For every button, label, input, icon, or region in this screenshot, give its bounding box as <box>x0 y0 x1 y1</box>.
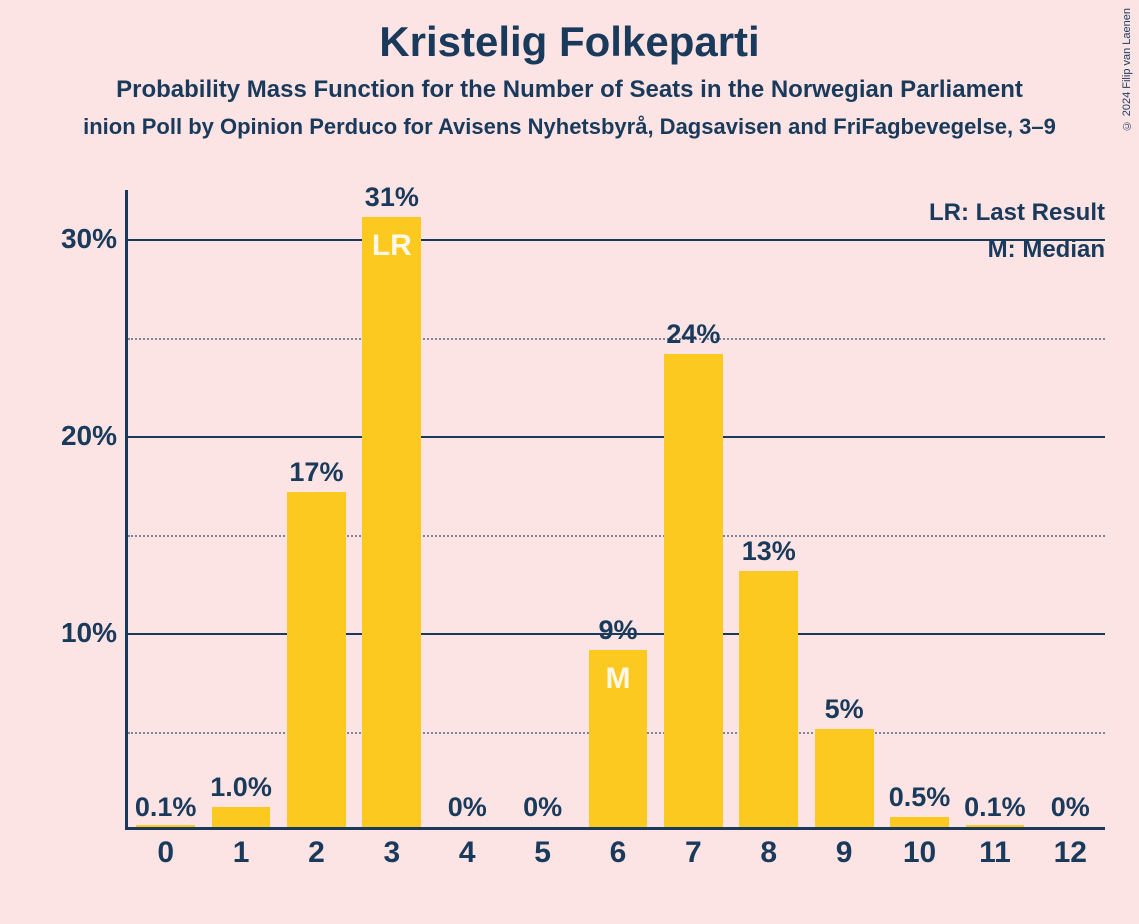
plot-region: LR: Last Result M: Median 10%20%30%0.1%0… <box>125 190 1105 830</box>
bar-value-label: 5% <box>825 694 864 729</box>
copyright-text: © 2024 Filip van Laenen <box>1121 8 1133 131</box>
grid-major <box>128 239 1105 241</box>
y-tick-label: 30% <box>61 223 117 255</box>
x-tick-label: 11 <box>979 836 1011 870</box>
x-tick-label: 3 <box>384 836 401 870</box>
x-tick-label: 9 <box>836 836 853 870</box>
legend-m: M: Median <box>929 231 1105 268</box>
bar-inner-label: M <box>605 662 630 696</box>
chart-subtitle-source: inion Poll by Opinion Perduco for Avisen… <box>0 104 1139 140</box>
bar-inner-label: LR <box>372 229 412 263</box>
x-tick-label: 7 <box>685 836 702 870</box>
chart-title: Kristelig Folkeparti <box>0 0 1139 66</box>
bar: 5% <box>815 729 874 827</box>
bar-value-label: 1.0% <box>210 772 272 807</box>
bar-value-label: 9% <box>598 615 637 650</box>
bar-value-label: 24% <box>666 319 720 354</box>
bar: 13% <box>739 571 798 827</box>
bar: 0.5% <box>890 817 949 827</box>
bar-value-label: 0.5% <box>889 782 951 817</box>
y-tick-label: 20% <box>61 420 117 452</box>
chart-subtitle: Probability Mass Function for the Number… <box>0 66 1139 104</box>
bar: 24% <box>664 354 723 827</box>
chart-area: LR: Last Result M: Median 10%20%30%0.1%0… <box>30 190 1120 890</box>
grid-minor <box>128 338 1105 340</box>
grid-major <box>128 436 1105 438</box>
grid-minor <box>128 535 1105 537</box>
bar-value-label: 13% <box>742 536 796 571</box>
x-tick-label: 10 <box>903 836 936 870</box>
x-tick-label: 1 <box>233 836 250 870</box>
x-tick-label: 8 <box>760 836 777 870</box>
bar: 0.1% <box>966 825 1025 827</box>
bar: 0.1% <box>136 825 195 827</box>
x-tick-label: 6 <box>610 836 627 870</box>
x-tick-label: 5 <box>534 836 551 870</box>
bar: 1.0% <box>212 807 271 827</box>
legend-lr: LR: Last Result <box>929 194 1105 231</box>
bar: 9%M <box>589 650 648 827</box>
bar: 31%LR <box>362 217 421 827</box>
bar-value-label: 0.1% <box>135 792 197 827</box>
bar-value-label: 0.1% <box>964 792 1026 827</box>
bar-value-label: 17% <box>289 457 343 492</box>
y-tick-label: 10% <box>61 617 117 649</box>
bar-value-label: 0% <box>1051 792 1090 827</box>
x-tick-label: 4 <box>459 836 476 870</box>
x-tick-label: 0 <box>157 836 174 870</box>
x-tick-label: 12 <box>1054 836 1087 870</box>
bar-value-label: 0% <box>523 792 562 827</box>
bar-value-label: 0% <box>448 792 487 827</box>
legend: LR: Last Result M: Median <box>929 194 1105 268</box>
x-tick-label: 2 <box>308 836 325 870</box>
bar: 17% <box>287 492 346 827</box>
bar-value-label: 31% <box>365 182 419 217</box>
